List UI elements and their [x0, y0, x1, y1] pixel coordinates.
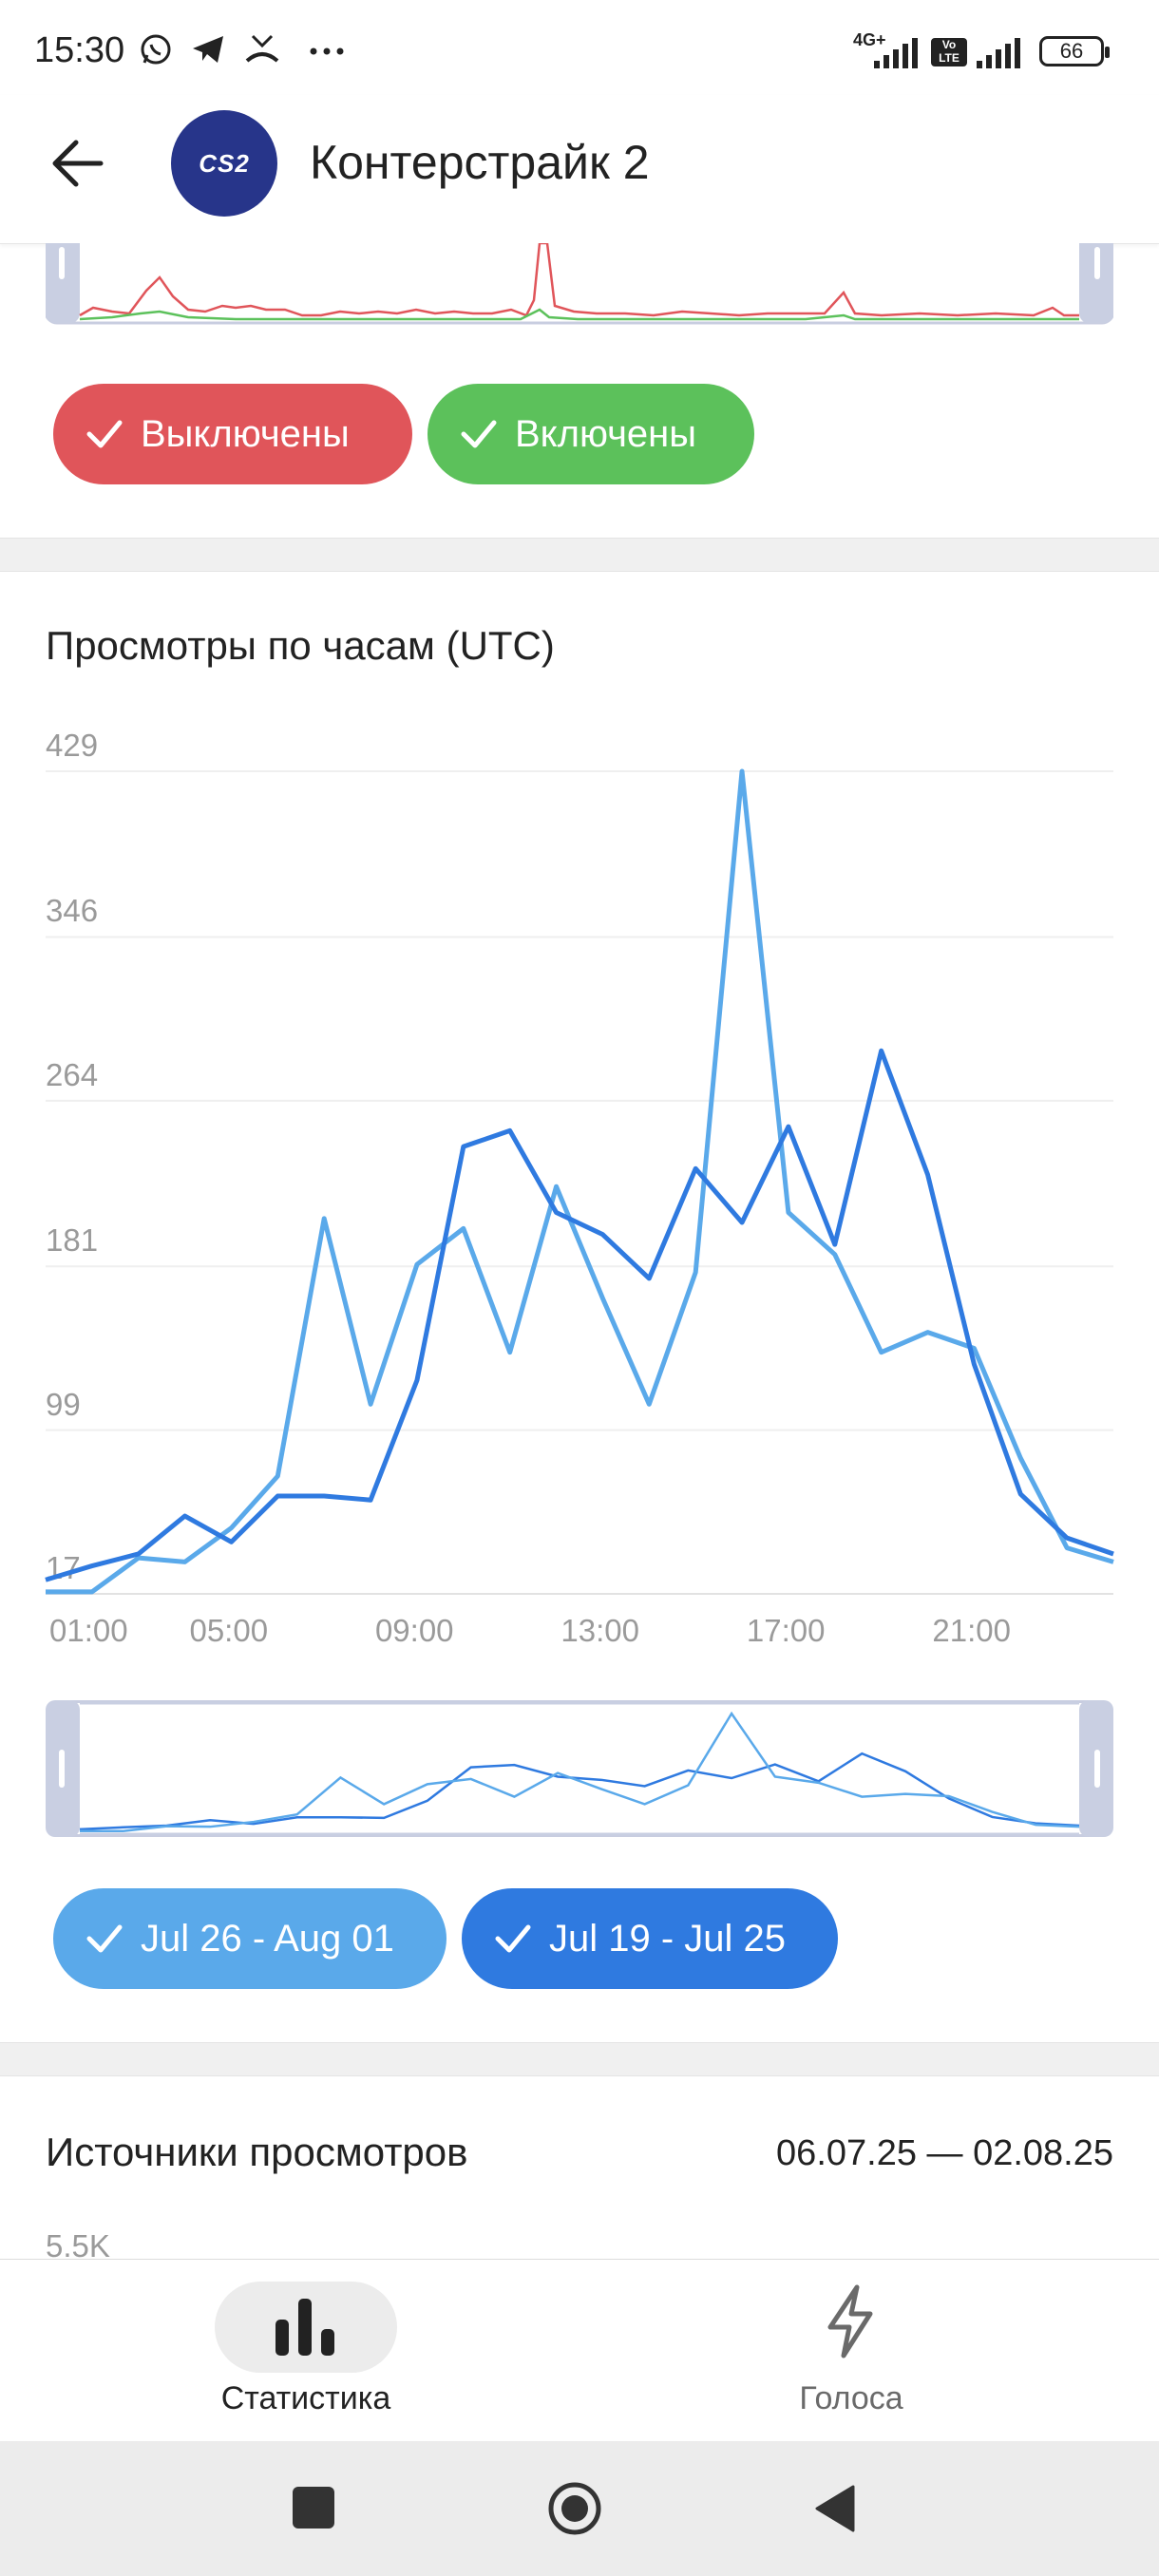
- sources-y-tick: 5.5K: [46, 2228, 110, 2263]
- navigator-series-line-1: [80, 1711, 1080, 1832]
- channel-title: Контерстрайк 2: [310, 136, 650, 189]
- hourly-views-title: Просмотры по часам (UTC): [46, 623, 555, 668]
- y-tick-label: 346: [46, 893, 99, 929]
- channel-avatar[interactable]: CS2: [171, 110, 277, 217]
- chip-series-jul19-label: Jul 19 - Jul 25: [549, 1917, 787, 1960]
- bottom-navigation: [0, 2259, 1159, 2442]
- home-button[interactable]: [547, 2481, 602, 2536]
- check-icon: [495, 1924, 531, 1953]
- chip-disabled[interactable]: Выключены: [53, 384, 412, 484]
- enabled-series-line: [79, 308, 1079, 321]
- x-tick-label: 05:00: [189, 1613, 269, 1648]
- status-bar: 15:30 4G+ Vo LTE 66: [0, 0, 1159, 95]
- recent-apps-button[interactable]: [293, 2487, 334, 2529]
- whatsapp-icon: [141, 34, 171, 65]
- y-tick-label: 264: [46, 1056, 99, 1092]
- check-icon: [86, 420, 123, 448]
- nav-item-statistics[interactable]: Статистика: [220, 2380, 391, 2416]
- series-line-2: [45, 1048, 1114, 1582]
- check-icon: [461, 420, 497, 448]
- missed-call-icon: [245, 34, 279, 63]
- chip-enabled[interactable]: Включены: [428, 384, 754, 484]
- y-tick-label: 181: [46, 1222, 99, 1259]
- section-divider: [0, 2042, 1159, 2076]
- chip-series-jul26[interactable]: Jul 26 - Aug 01: [53, 1888, 446, 1989]
- lightning-icon[interactable]: [823, 2283, 878, 2359]
- more-dots-icon: [310, 47, 344, 55]
- x-tick-label: 21:00: [932, 1613, 1011, 1648]
- telegram-icon: [193, 36, 223, 63]
- notifications-chart-navigator[interactable]: [46, 243, 1113, 334]
- back-button[interactable]: [813, 2483, 857, 2534]
- sources-date-range[interactable]: 06.07.25 — 02.08.25: [776, 2133, 1113, 2173]
- x-tick-label: 13:00: [560, 1613, 640, 1648]
- bar-chart-icon[interactable]: [272, 2299, 340, 2356]
- hourly-chart-navigator[interactable]: [46, 1700, 1113, 1837]
- status-time: 15:30: [34, 30, 125, 70]
- disabled-series-line: [79, 243, 1079, 317]
- nav-item-votes[interactable]: Голоса: [799, 2380, 903, 2416]
- sources-title: Источники просмотров: [46, 2130, 468, 2174]
- signal-icon-2: [977, 38, 1020, 68]
- x-tick-label: 01:00: [49, 1613, 128, 1648]
- signal-icon: [874, 38, 918, 68]
- hourly-views-chart[interactable]: [0, 722, 1159, 1634]
- network-type-label: 4G+: [853, 30, 886, 49]
- chip-disabled-label: Выключены: [141, 412, 350, 455]
- y-tick-label: 99: [46, 1386, 81, 1422]
- chip-series-jul19[interactable]: Jul 19 - Jul 25: [462, 1888, 838, 1989]
- series-line-1: [46, 768, 1114, 1595]
- section-divider: [0, 538, 1159, 572]
- chip-enabled-label: Включены: [515, 412, 697, 455]
- back-arrow-icon[interactable]: [49, 137, 106, 190]
- y-tick-label: 429: [46, 728, 99, 763]
- x-tick-label: 17:00: [746, 1613, 826, 1648]
- battery-icon: 66: [1039, 36, 1110, 66]
- volte-badge: Vo LTE: [931, 38, 967, 66]
- chip-series-jul26-label: Jul 26 - Aug 01: [141, 1917, 394, 1960]
- x-tick-label: 09:00: [374, 1613, 454, 1648]
- check-icon: [86, 1924, 123, 1953]
